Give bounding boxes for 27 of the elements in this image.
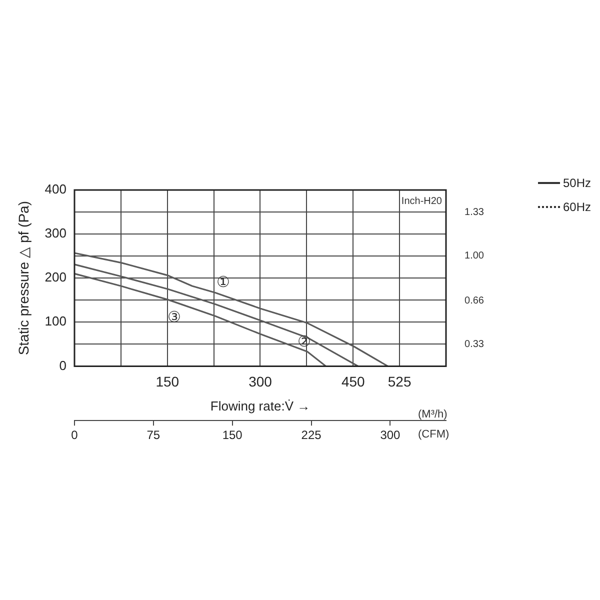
x-tick-label: 450 xyxy=(341,373,366,390)
text: 60Hz xyxy=(563,200,592,214)
y-axis-title: Static pressure △ pf (Pa) xyxy=(15,201,32,356)
y2-tick-label: 0.66 xyxy=(464,296,484,307)
series-label: ③ xyxy=(167,308,180,326)
x2-tick-label: 150 xyxy=(222,428,243,442)
y-tick-label: 0 xyxy=(59,358,66,373)
x-tick-label: 525 xyxy=(388,373,412,390)
x2-axis-title: (CFM) xyxy=(418,428,450,441)
y-tick-label: 300 xyxy=(44,226,66,241)
y2-tick-label: 0.33 xyxy=(464,339,484,350)
y-tick-label: 100 xyxy=(44,314,66,329)
y-tick-label: 400 xyxy=(44,182,66,197)
text: (M³/h) xyxy=(418,408,448,421)
y-tick-label: 200 xyxy=(44,270,66,285)
x2-tick-label: 0 xyxy=(71,428,78,442)
x-tick-label: 150 xyxy=(156,373,180,390)
y2-tick-label: 1.00 xyxy=(464,250,484,262)
x2-tick-label: 75 xyxy=(146,428,160,442)
y2-axis-title: Inch-H20 xyxy=(401,196,442,207)
x-tick-label: 300 xyxy=(248,373,272,390)
x-axis-title: Flowing rate:V̇ → xyxy=(210,398,310,414)
y2-tick-label: 1.33 xyxy=(464,207,484,218)
x2-tick-label: 225 xyxy=(301,428,322,442)
series-label: ① xyxy=(216,274,230,291)
x2-tick-label: 300 xyxy=(380,428,401,442)
text: 50Hz xyxy=(563,176,592,190)
